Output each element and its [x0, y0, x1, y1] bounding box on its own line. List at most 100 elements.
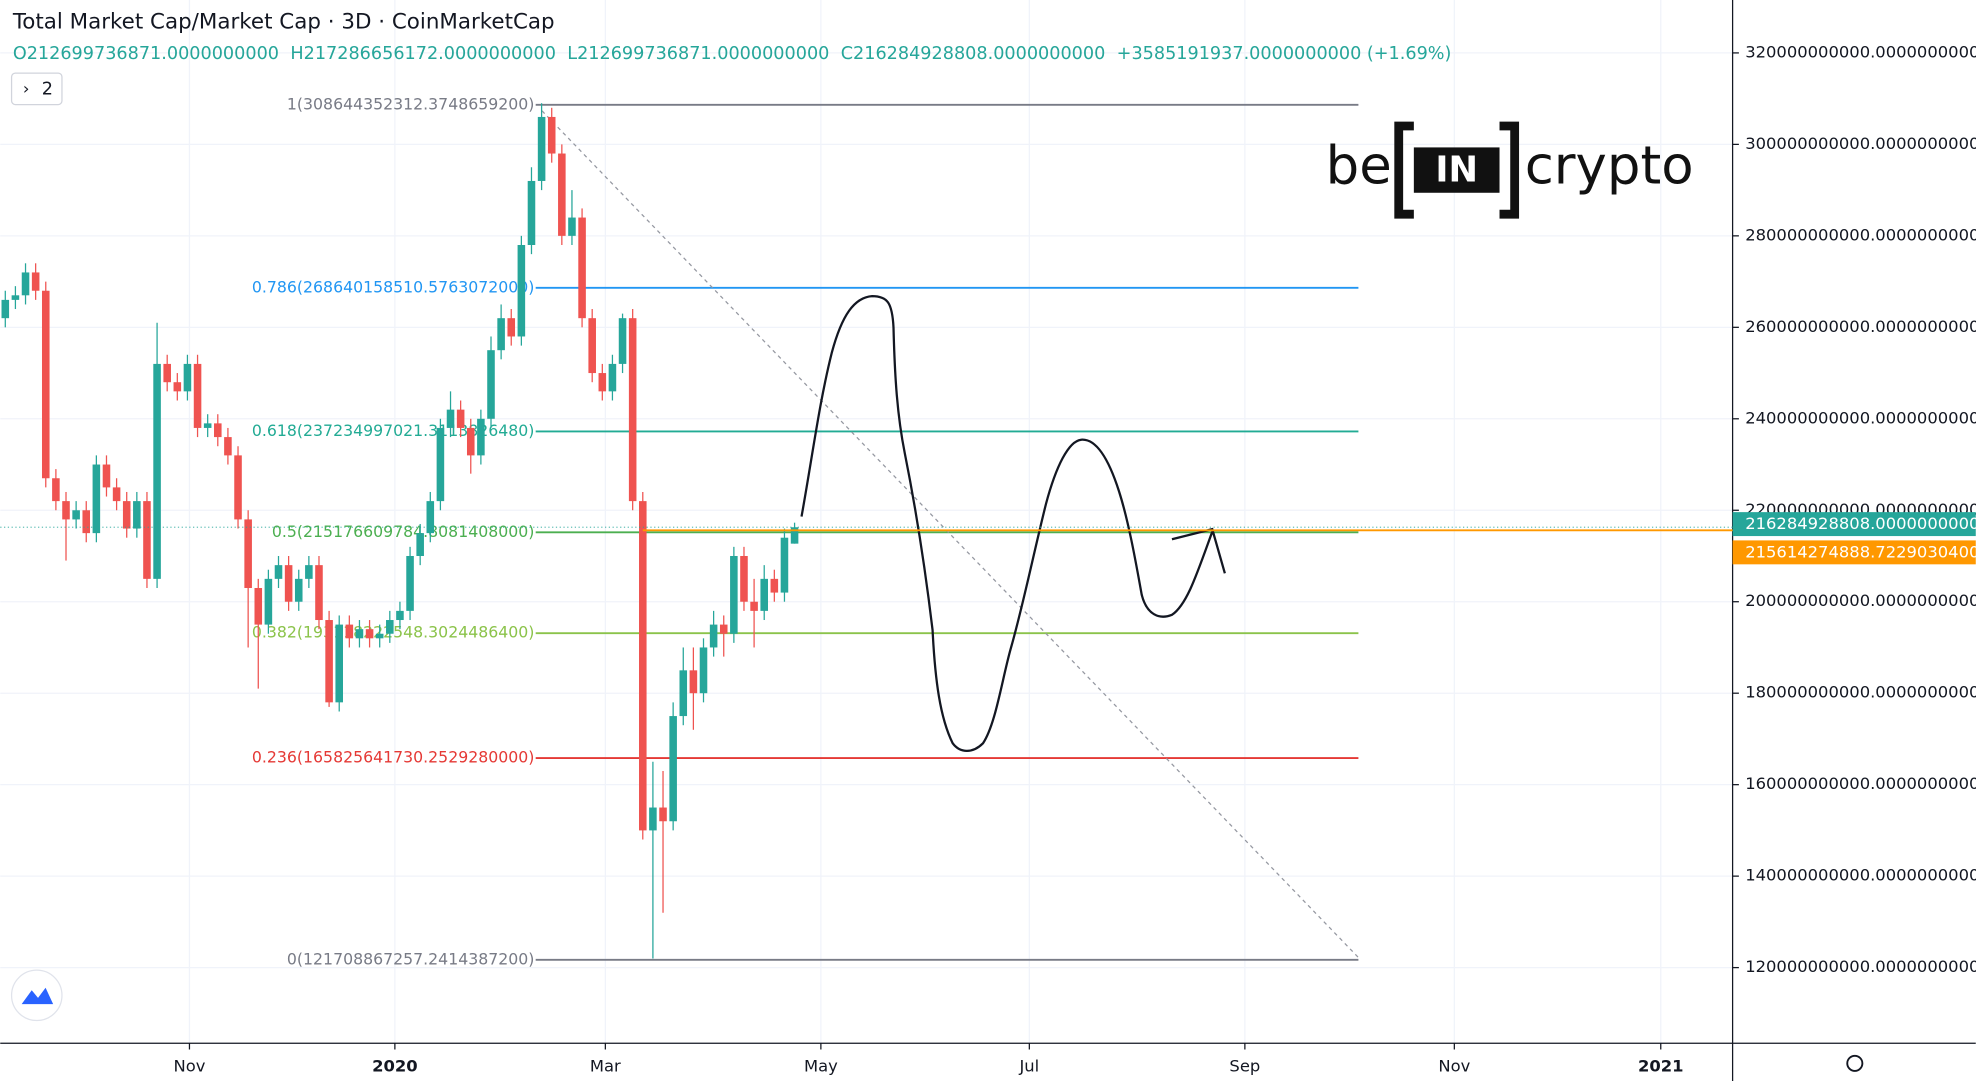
indicator-toggle[interactable]: [10, 72, 63, 106]
candle-body: [163, 363, 171, 383]
candle-body: [183, 363, 192, 392]
candle-body: [639, 501, 647, 831]
tv-logo-circle[interactable]: [10, 969, 63, 1022]
candle-body: [315, 565, 323, 621]
candle-body: [325, 620, 333, 703]
candle-body: [133, 501, 141, 529]
settings-gear[interactable]: [1846, 1054, 1864, 1072]
candle-body: [689, 670, 698, 694]
candle-body: [426, 501, 435, 534]
candle-body: [345, 624, 354, 639]
hand-drawn-projection: [800, 294, 1214, 753]
ohlc-value: H217286656172.0000000000: [290, 44, 556, 64]
candle-body: [477, 418, 485, 456]
candle-body: [517, 244, 526, 337]
candle-body: [416, 533, 424, 556]
candle-body: [466, 427, 475, 456]
x-tick-label: Nov: [1438, 1057, 1470, 1076]
logo: be IN crypto: [1326, 121, 1694, 219]
fib-label: 0.236(165825641730.2529280000): [252, 748, 535, 767]
candle-body: [669, 716, 677, 822]
price-label: 216284928808.0000000000: [1745, 514, 1976, 533]
candles: [1, 103, 799, 959]
candle-body: [547, 116, 556, 154]
fib-label: 0.5(215176609784.8081408000): [272, 522, 535, 541]
candle-body: [294, 578, 303, 602]
candle-body: [456, 409, 465, 428]
ohlc-value: L212699736871.0000000000: [567, 44, 829, 64]
fib-label: 0(121708867257.2414387200): [287, 949, 535, 968]
candle-body: [649, 807, 657, 831]
y-tick-label: 240000000000.0000000000: [1745, 408, 1976, 427]
candle-body: [214, 423, 222, 438]
candle-body: [274, 565, 283, 579]
logo-left: be: [1326, 135, 1392, 196]
candle-body: [244, 519, 252, 589]
candle-body: [21, 272, 30, 296]
candle-body: [760, 578, 768, 611]
header: Total Market Cap/Market Cap · 3D · CoinM…: [10, 10, 1451, 106]
y-tick-label: 200000000000.0000000000: [1745, 591, 1976, 610]
price-label-box: [1732, 512, 1976, 537]
candle-body: [628, 318, 637, 502]
x-tick-label: 2020: [372, 1057, 418, 1076]
candle-body: [193, 363, 202, 428]
candle-body: [254, 588, 263, 625]
candle-body: [679, 670, 688, 717]
candle-body: [153, 363, 161, 579]
candle-body: [62, 501, 70, 520]
candle-body: [709, 624, 718, 648]
candle-body: [224, 437, 232, 456]
candle-body: [719, 624, 728, 634]
candle-body: [284, 565, 293, 602]
logo-box: [1413, 147, 1500, 193]
x-tick-label: Jul: [1018, 1057, 1039, 1076]
candle-body: [568, 217, 576, 236]
candle-body: [558, 153, 566, 236]
candle-body: [234, 455, 242, 520]
candle-body: [770, 578, 779, 593]
candle-body: [598, 373, 607, 392]
candle-body: [507, 318, 516, 337]
candle-body: [537, 116, 546, 181]
ohlc-value: C216284928808.0000000000: [841, 44, 1106, 64]
candle-body: [264, 578, 273, 625]
candle-body: [92, 464, 101, 534]
candle-body: [527, 180, 536, 245]
candle-body: [396, 610, 404, 621]
candle-body: [436, 427, 445, 502]
logo-mid: IN: [1435, 149, 1478, 190]
candle-body: [72, 510, 80, 520]
candle-body: [31, 272, 40, 291]
x-tick-label: Nov: [173, 1057, 205, 1076]
candle-body: [112, 487, 121, 502]
indicator-count: 2: [42, 79, 53, 99]
fib-retracement: 1(308644352312.3748659200) 0.786(26864015…: [252, 94, 1359, 968]
candle-body: [386, 620, 394, 634]
candle-body: [487, 350, 495, 419]
candle-body: [497, 318, 505, 351]
candle-body: [446, 409, 455, 428]
candle-body: [173, 382, 182, 392]
price-label: 215614274888.7229030400: [1745, 542, 1976, 561]
candle-body: [52, 478, 60, 502]
candle-body: [790, 527, 799, 544]
settings-icon[interactable]: [1846, 1054, 1864, 1072]
y-tick-label: 280000000000.0000000000: [1745, 225, 1976, 244]
candle-body: [41, 290, 50, 479]
candle-body: [780, 537, 789, 593]
y-tick-label: 300000000000.0000000000: [1745, 134, 1976, 153]
tv-logo-mark: [21, 987, 54, 1005]
candle-body: [588, 318, 596, 374]
candle-body: [335, 624, 343, 703]
price-label-box: [1732, 540, 1976, 565]
chart-title: Total Market Cap/Market Cap · 3D · CoinM…: [12, 10, 555, 35]
candle-body: [618, 318, 627, 364]
candle-body: [82, 510, 91, 534]
y-tick-label: 320000000000.0000000000: [1745, 42, 1976, 61]
candle-body: [375, 633, 384, 639]
y-tick-label: 160000000000.0000000000: [1745, 774, 1976, 793]
